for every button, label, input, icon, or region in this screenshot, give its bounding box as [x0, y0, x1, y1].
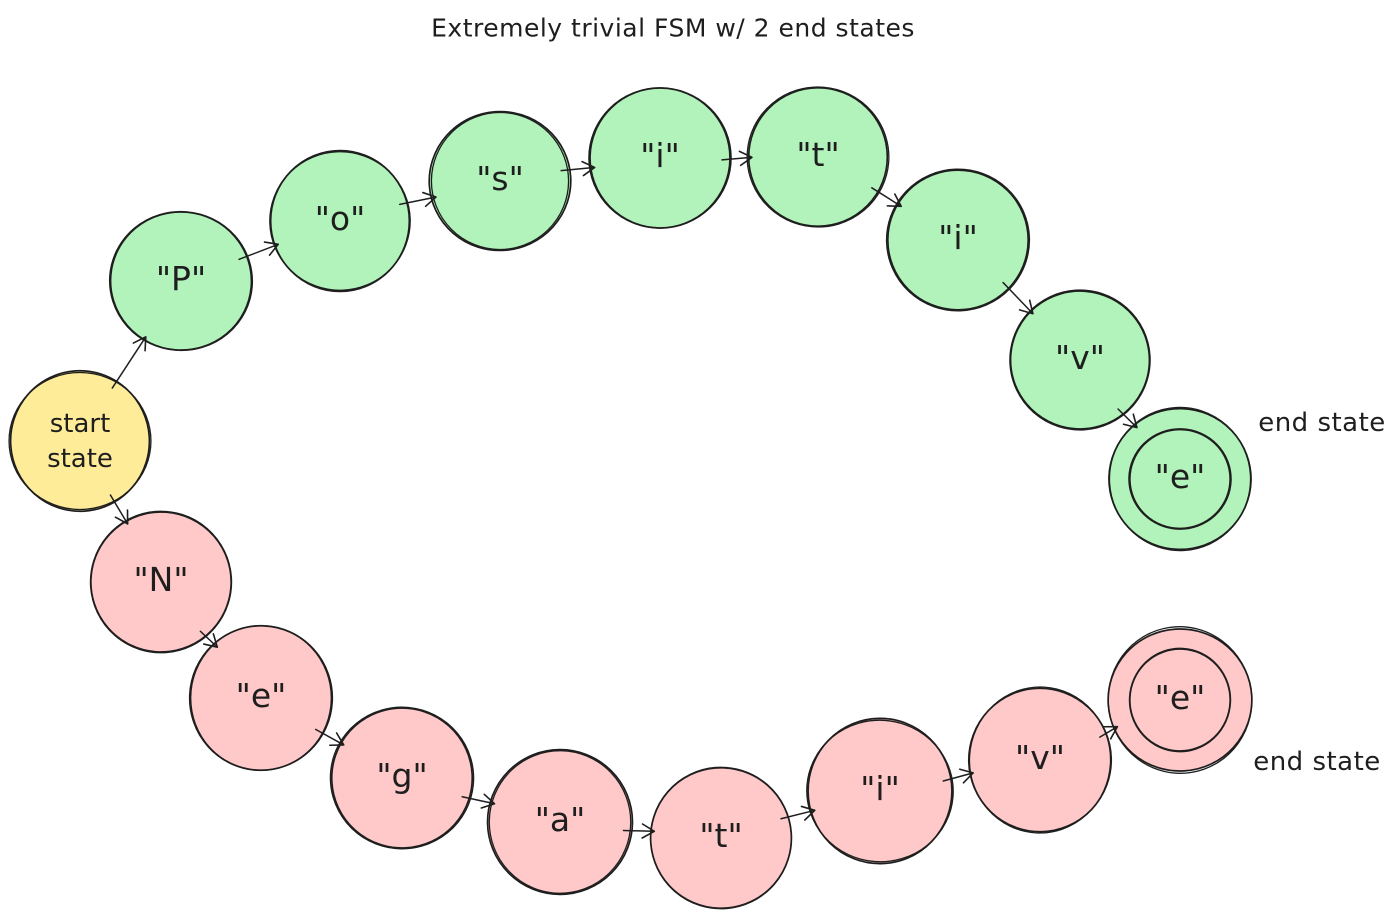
state-nodes-layer: start state "P" "o" "s" "i" "t" "i" "v" "e" "N" "e"…: [8, 86, 1253, 910]
state-label-t1: "t": [796, 135, 839, 174]
transition-arrow-s-i1: [560, 160, 596, 177]
transition-arrows-layer: [109, 150, 1138, 839]
state-node-n: "N": [89, 510, 233, 654]
node-circle: [428, 110, 572, 252]
state-node-v2: "v": [967, 686, 1113, 834]
state-node-e2: "e": [188, 624, 334, 772]
transition-arrow-v2-e3: [1099, 725, 1119, 740]
node-circle-sketch: [430, 111, 570, 251]
node-circle-sketch: [1108, 406, 1252, 552]
state-node-g: "g": [329, 706, 475, 850]
state-label-start: start state: [47, 409, 113, 474]
node-circle-sketch: [329, 706, 475, 850]
node-circle: [330, 707, 474, 849]
transition-arrow-p-o: [238, 241, 280, 261]
state-node-t1: "t": [746, 86, 890, 228]
state-node-a: "a": [486, 748, 634, 896]
transition-arrow-t1-i2: [871, 187, 903, 208]
transition-arrow-i3-v2: [942, 768, 975, 784]
node-circle-sketch: [190, 624, 332, 772]
node-circle: [807, 717, 953, 865]
state-node-p: "P": [108, 210, 254, 352]
state-node-start: start state: [8, 369, 152, 513]
state-node-i3: "i": [806, 717, 954, 865]
transition-arrow-e2-g: [314, 728, 345, 747]
end-state-label-positive: end state: [1258, 407, 1386, 438]
node-circle: [9, 369, 151, 513]
state-node-i1: "i": [588, 87, 732, 229]
state-label-i3: "i": [860, 769, 900, 808]
node-circle: [886, 169, 1030, 311]
node-circle-sketch: [110, 211, 252, 351]
transition-arrow-t2-i3: [780, 805, 816, 821]
state-node-i2: "i": [885, 168, 1031, 312]
state-label-e2: "e": [236, 676, 287, 715]
state-label-v2: "v": [1015, 738, 1065, 777]
end-state-inner-ring: [1129, 428, 1231, 530]
transition-arrow-i2-v1: [1002, 281, 1034, 315]
state-label-g: "g": [376, 756, 427, 795]
state-node-v1: "v": [1009, 289, 1151, 431]
node-circle-sketch: [1107, 626, 1253, 774]
node-circle-sketch: [269, 151, 411, 291]
transition-arrow-i1-t1: [721, 150, 753, 167]
state-label-e3: "e": [1155, 678, 1206, 717]
node-circle: [486, 748, 634, 896]
node-circle-sketch: [885, 168, 1031, 312]
transition-arrow-start-n: [109, 494, 129, 525]
node-circle: [967, 687, 1113, 833]
node-circle-sketch: [90, 511, 232, 653]
state-label-t2: "t": [699, 816, 742, 855]
state-label-e1: "e": [1155, 457, 1206, 496]
state-node-o: "o": [269, 149, 411, 293]
node-circle-sketch: [8, 371, 152, 511]
state-node-t2: "t": [649, 766, 793, 910]
node-circle-sketch: [488, 750, 632, 894]
state-node-e3: "e": [1107, 626, 1253, 774]
node-circle-sketch: [968, 686, 1112, 834]
end-state-inner-ring-sketch: [1129, 648, 1231, 752]
state-label-a: "a": [535, 800, 586, 839]
transition-arrow-v1-e1: [1117, 408, 1138, 429]
transition-arrow-n-e2: [199, 630, 219, 648]
state-node-e1: "e": [1108, 406, 1252, 552]
state-label-i1: "i": [640, 136, 680, 175]
state-label-s: "s": [476, 159, 524, 198]
state-label-v1: "v": [1055, 338, 1105, 377]
diagram-title: Extremely trivial FSM w/ 2 end states: [431, 13, 915, 43]
transition-arrow-g-a: [461, 793, 496, 809]
state-node-s: "s": [428, 110, 572, 252]
transition-arrow-start-p: [111, 336, 147, 389]
state-label-n: "N": [133, 560, 188, 599]
end-state-label-negative: end state: [1253, 746, 1381, 777]
transition-arrow-o-s: [399, 191, 437, 208]
node-circle-sketch: [588, 87, 732, 229]
node-circle: [269, 149, 411, 293]
transition-arrow-a-t2: [622, 823, 656, 839]
node-circle-sketch: [806, 719, 954, 863]
state-label-o: "o": [315, 199, 366, 238]
state-label-p: "P": [156, 259, 206, 298]
end-state-inner-ring-sketch: [1128, 428, 1232, 530]
state-label-i2: "i": [938, 218, 978, 257]
node-circle-sketch: [1010, 290, 1150, 430]
